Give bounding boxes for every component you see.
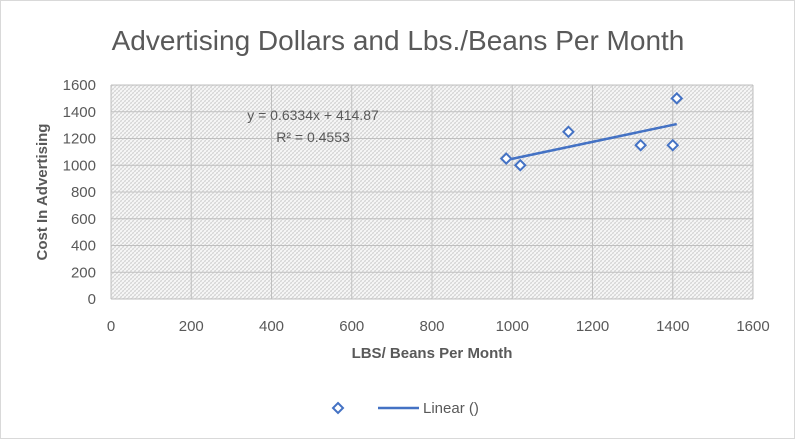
x-tick-label: 800 [419, 318, 444, 335]
y-tick-label: 1400 [63, 104, 96, 121]
x-tick-label: 1400 [656, 318, 689, 335]
x-tick-label: 1600 [736, 318, 769, 335]
gridlines [110, 84, 754, 300]
y-tick-label: 400 [71, 238, 96, 255]
x-axis-ticks: 0 200 400 600 800 1000 1200 1400 1600 [107, 318, 770, 335]
y-axis-title: Cost In Advertising [34, 124, 51, 261]
data-points [499, 91, 684, 172]
data-point [499, 152, 513, 165]
data-point [670, 91, 684, 105]
y-tick-label: 800 [71, 184, 96, 201]
data-point [513, 158, 527, 172]
legend-marker-diamond [331, 401, 345, 415]
y-tick-label: 200 [71, 264, 96, 281]
x-tick-label: 600 [339, 318, 364, 335]
trendline-layer [505, 122, 678, 162]
y-tick-label: 1000 [63, 157, 96, 174]
x-axis-title: LBS/ Beans Per Month [352, 345, 513, 362]
x-tick-label: 400 [259, 318, 284, 335]
y-axis-ticks: 0 200 400 600 800 1000 1200 1400 1600 [63, 77, 96, 308]
y-tick-label: 1600 [63, 77, 96, 94]
chart-title: Advertising Dollars and Lbs./Beans Per M… [112, 25, 685, 56]
y-tick-label: 600 [71, 211, 96, 228]
y-tick-label: 1200 [63, 131, 96, 148]
x-tick-label: 1000 [496, 318, 529, 335]
data-point [562, 125, 575, 139]
trendline-equation: y = 0.6334x + 414.87 [247, 107, 379, 123]
x-tick-label: 0 [107, 318, 115, 335]
x-tick-label: 1200 [576, 318, 609, 335]
legend-label-linear: Linear () [423, 400, 479, 417]
trendline-r-squared: R² = 0.4553 [276, 129, 350, 145]
trendline [505, 122, 678, 162]
data-point [634, 138, 648, 152]
data-point [666, 138, 680, 152]
legend: Linear () [331, 400, 479, 417]
x-tick-label: 200 [179, 318, 204, 335]
y-tick-label: 0 [88, 291, 96, 308]
